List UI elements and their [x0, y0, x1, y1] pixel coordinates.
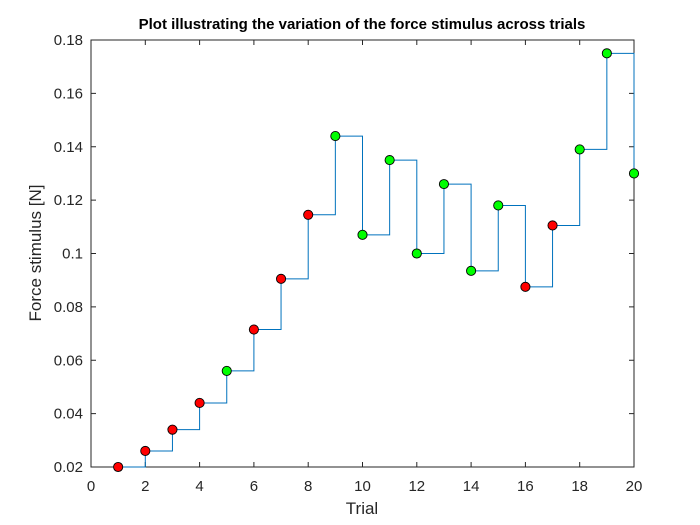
green-data-point — [357, 229, 368, 240]
red-data-point — [248, 324, 259, 335]
plot-area-frame — [90, 39, 635, 468]
chart-title: Plot illustrating the variation of the f… — [139, 16, 586, 33]
x-tick-label: 20 — [626, 478, 643, 495]
red-data-point — [167, 424, 178, 435]
y-axis: 0.02 0.04 0.06 0.08 0.1 0.12 0.14 0.16 0.18 — [54, 32, 634, 476]
red-data-point — [140, 445, 151, 457]
green-data-point — [384, 155, 395, 166]
x-tick-label: 6 — [250, 478, 258, 495]
green-data-point — [330, 131, 341, 142]
y-tick-label: 0.08 — [54, 299, 83, 316]
y-tick-label: 0.04 — [54, 406, 83, 423]
y-tick-label: 0.18 — [54, 32, 83, 49]
green-data-point — [601, 48, 612, 59]
x-tick-label: 16 — [517, 478, 534, 495]
x-tick-label: 14 — [463, 478, 480, 495]
green-data-point — [438, 179, 450, 190]
x-tick-label: 12 — [408, 478, 425, 495]
marker-layer — [113, 48, 640, 473]
green-data-point — [574, 144, 585, 155]
green-data-point — [466, 265, 477, 276]
y-tick-label: 0.1 — [62, 246, 83, 263]
stairs-series-line — [118, 52, 635, 468]
red-data-point — [547, 220, 558, 231]
x-axis: 0 2 4 6 8 10 12 14 16 18 20 — [87, 40, 643, 495]
red-data-point — [275, 273, 287, 284]
red-data-point — [194, 397, 205, 409]
y-tick-label: 0.16 — [54, 85, 83, 102]
x-tick-label: 10 — [354, 478, 371, 495]
green-data-point — [411, 248, 422, 259]
y-axis-label: Force stimulus [N] — [26, 185, 45, 322]
y-tick-label: 0.12 — [54, 192, 83, 209]
x-tick-label: 4 — [195, 478, 203, 495]
red-data-point — [113, 461, 124, 473]
green-data-point — [628, 168, 640, 179]
x-tick-label: 0 — [87, 478, 95, 495]
y-tick-label: 0.02 — [54, 459, 83, 476]
green-data-point — [493, 200, 504, 211]
series-layer — [118, 52, 635, 468]
x-tick-label: 8 — [304, 478, 312, 495]
red-data-point — [303, 209, 314, 220]
x-tick-label: 18 — [571, 478, 588, 495]
x-tick-label: 2 — [141, 478, 149, 495]
green-data-point — [221, 365, 232, 376]
x-axis-label: Trial — [346, 499, 378, 518]
y-tick-label: 0.14 — [54, 139, 83, 156]
red-data-point — [520, 281, 531, 292]
y-tick-label: 0.06 — [54, 352, 83, 369]
